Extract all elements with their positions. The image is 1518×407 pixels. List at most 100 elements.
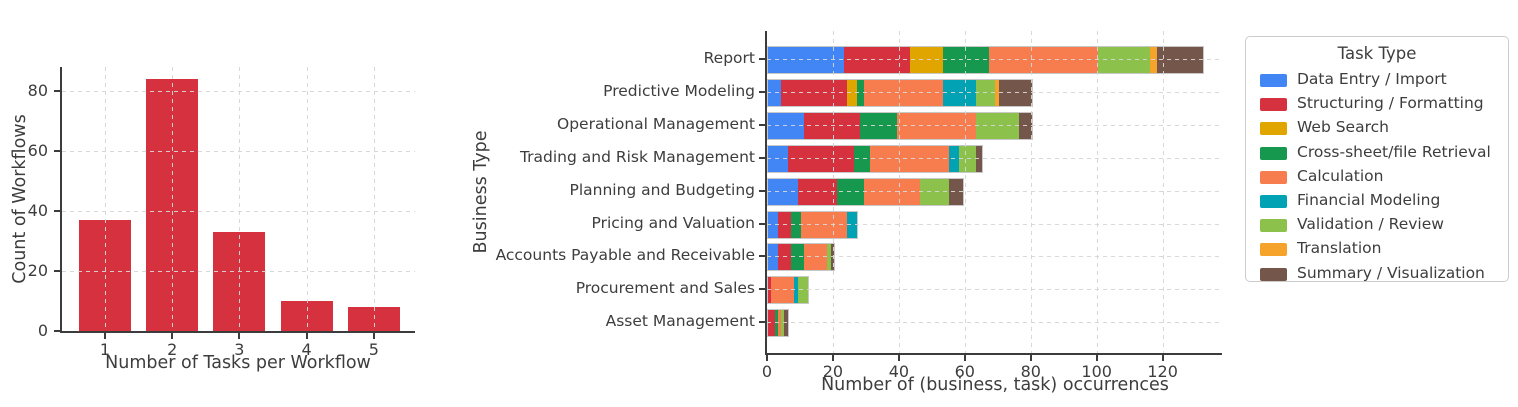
bar-segment	[998, 79, 1032, 106]
bar-segment	[774, 310, 778, 337]
left-x-tick-label: 3	[234, 340, 245, 359]
bar-segment	[797, 277, 808, 304]
legend-label: Financial Modeling	[1297, 191, 1441, 209]
bar-segment	[797, 178, 838, 205]
legend-item: Data Entry / Import	[1246, 70, 1508, 92]
bar-segment	[787, 145, 854, 172]
legend-label: Calculation	[1297, 166, 1384, 185]
left-x-tick	[104, 333, 106, 339]
bar-segment	[791, 244, 805, 271]
bar-segment	[768, 244, 778, 271]
right-x-tick	[766, 355, 768, 361]
left-y-tick-label: 60	[27, 141, 48, 160]
right-x-tick	[897, 355, 900, 361]
left-y-spine	[60, 67, 62, 333]
bar-segment	[870, 145, 950, 172]
bar-segment	[784, 310, 788, 337]
bar-segment	[830, 244, 834, 271]
bar-segment	[896, 112, 976, 139]
right-h-gridline	[767, 157, 1222, 159]
left-y-tick	[54, 270, 60, 272]
right-y-tick	[759, 189, 765, 192]
right-h-gridline	[767, 190, 1222, 192]
legend-swatch-icon	[1260, 243, 1287, 257]
right-x-tick-label: 0	[761, 362, 773, 381]
bar-segment	[975, 145, 983, 172]
legend-swatch-icon	[1260, 122, 1287, 136]
bar-segment	[804, 112, 861, 139]
right-v-gridline	[832, 31, 834, 353]
bar-segment	[909, 47, 943, 73]
right-x-tick	[1029, 355, 1032, 361]
legend-item: Structuring / Formatting	[1246, 94, 1508, 116]
right-x-tick-label: 40	[888, 362, 910, 381]
bar-segment	[827, 244, 831, 271]
left-h-gridline	[62, 211, 415, 212]
left-y-tick-label: 0	[37, 321, 48, 340]
right-y-tick	[759, 321, 765, 324]
bar-segment	[768, 178, 798, 205]
legend-item: Calculation	[1246, 167, 1508, 189]
legend-label: Web Search	[1297, 118, 1389, 137]
right-x-tick	[1095, 355, 1098, 361]
bar-segment	[837, 178, 864, 205]
left-x-tick	[171, 333, 174, 339]
left-x-tick	[305, 333, 308, 339]
bar-segment	[863, 79, 943, 106]
right-x-tick-label: 120	[1147, 362, 1178, 381]
right-y-tick	[759, 222, 765, 225]
stacked-bar-4	[767, 177, 964, 206]
left-x-tick-label: 1	[99, 340, 111, 359]
bar-segment	[959, 145, 976, 172]
legend-label: Summary / Visualization	[1297, 263, 1485, 282]
right-h-gridline	[767, 322, 1222, 324]
bar-segment	[975, 112, 1019, 139]
legend-swatch-icon	[1260, 98, 1287, 112]
bar-segment	[847, 211, 858, 238]
bar-segment	[1018, 112, 1032, 139]
bar-segment	[843, 47, 910, 73]
legend-item: Validation / Review	[1246, 215, 1508, 237]
bar-segment	[863, 178, 920, 205]
left-v-gridline	[373, 67, 375, 331]
right-x-tick	[963, 355, 966, 361]
legend-swatch-icon	[1260, 267, 1287, 281]
stacked-bar-2	[767, 111, 1033, 140]
left-x-spine	[60, 331, 415, 333]
right-h-gridline	[767, 289, 1222, 291]
legend-label: Validation / Review	[1297, 215, 1444, 234]
right-x-tick-label: 100	[1081, 362, 1112, 381]
left-y-tick	[54, 150, 60, 152]
legend-swatch-icon	[1260, 74, 1287, 87]
right-y-tick	[759, 58, 765, 60]
right-y-tick	[759, 123, 765, 126]
bar-segment	[771, 277, 795, 304]
legend-swatch-icon	[1260, 146, 1287, 160]
legend-item: Translation	[1246, 239, 1508, 261]
bar-segment	[768, 112, 805, 139]
left-y-tick	[54, 210, 60, 212]
legend-label: Translation	[1297, 239, 1382, 258]
left-y-tick-label: 40	[27, 201, 48, 220]
left-y-tick-label: 20	[27, 261, 48, 280]
left-v-gridline	[105, 67, 106, 331]
bar-segment	[995, 79, 999, 106]
bar-segment	[768, 310, 775, 337]
bar-segment	[857, 79, 864, 106]
legend-item: Financial Modeling	[1246, 191, 1508, 213]
bar-segment	[1150, 47, 1158, 73]
bar-segment	[768, 211, 778, 238]
right-x-tick	[831, 355, 834, 361]
bar-segment	[777, 211, 792, 238]
legend-label: Structuring / Formatting	[1297, 94, 1484, 113]
right-y-tick	[759, 156, 765, 159]
stacked-bar-3	[767, 144, 984, 173]
stacked-bar-8	[767, 309, 789, 338]
bar-segment	[853, 145, 871, 172]
right-y-tick-label: Predictive Modeling	[603, 81, 755, 100]
legend-swatch-icon	[1260, 195, 1287, 208]
stacked-bar-5	[767, 210, 859, 239]
right-h-gridline	[767, 124, 1222, 126]
bar-segment	[1097, 47, 1151, 73]
